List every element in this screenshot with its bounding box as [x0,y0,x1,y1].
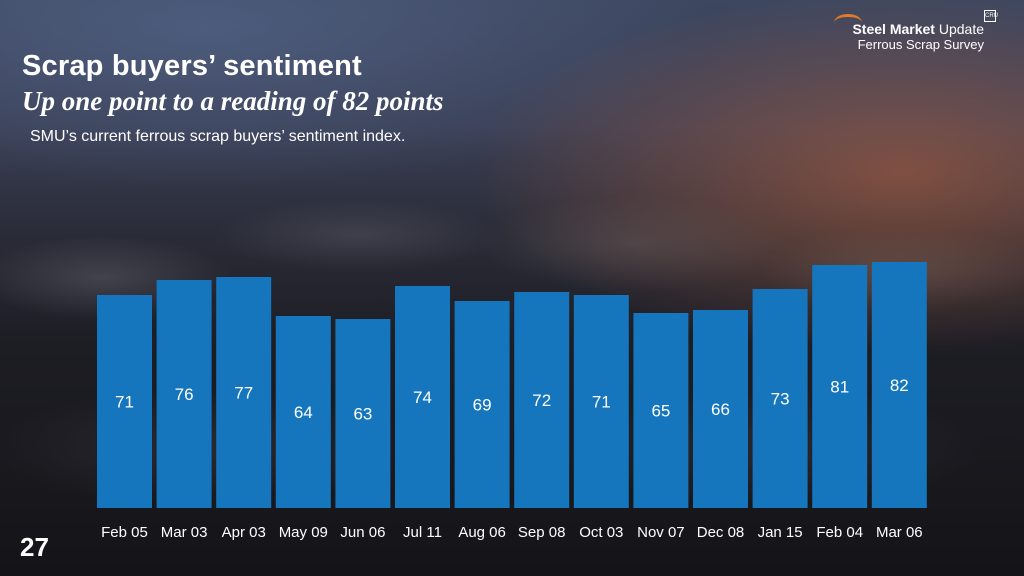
category-tick-label: Mar 06 [876,524,923,541]
bar-value-label: 69 [473,396,492,415]
logo-brand-light: Update [938,21,984,37]
bar-dec-08 [693,310,748,508]
logo-swoosh-icon [834,14,862,31]
logo-product: Ferrous Scrap Survey [857,37,984,52]
category-tick-label: Jan 15 [758,524,803,541]
bar-sep-08 [514,292,570,508]
bar-jul-11 [395,286,450,508]
slide-subtitle: Up one point to a reading of 82 points [22,86,444,116]
category-tick-label: Apr 03 [222,524,266,541]
category-tick-label: Jul 11 [403,524,442,541]
bar-value-label: 81 [830,378,849,397]
category-tick-label: Nov 07 [637,524,685,541]
category-tick-label: May 09 [279,524,328,541]
logo-brand: Steel Market Update [852,21,984,37]
bar-value-label: 66 [711,400,730,419]
bar-mar-06 [871,262,927,508]
slide-description: SMU’s current ferrous scrap buyers’ sent… [30,128,406,145]
bar-oct-03 [573,295,629,508]
bar-apr-03 [216,277,272,508]
bar-value-label: 72 [532,391,551,410]
smu-logo: Steel Market Update Ferrous Scrap Survey… [834,10,998,56]
category-tick-label: Aug 06 [458,524,506,541]
logo-brand-bold: Steel Market [852,21,935,37]
bar-jun-06 [335,319,391,508]
bar-value-label: 64 [294,403,313,422]
bar-value-label: 74 [413,388,432,407]
bar-value-label: 71 [115,393,134,412]
bar-value-label: 76 [175,385,194,404]
category-tick-label: Dec 08 [697,524,745,541]
category-tick-label: Oct 03 [579,524,623,541]
bar-jan-15 [752,289,808,508]
category-tick-label: Feb 04 [816,524,863,541]
bar-value-label: 71 [592,393,611,412]
bar-value-label: 65 [651,402,670,421]
bar-feb-05 [97,295,152,508]
bar-value-label: 63 [353,405,372,424]
bar-nov-07 [633,313,689,508]
bar-value-label: 82 [890,376,909,395]
bar-mar-03 [156,280,212,508]
category-tick-label: Sep 08 [518,524,566,541]
bar-value-label: 77 [234,384,253,403]
bar-feb-04 [812,265,868,508]
category-tick-label: Mar 03 [161,524,208,541]
bar-value-label: 73 [771,390,790,409]
bar-aug-06 [454,301,510,508]
page-number: 27 [20,532,49,562]
cru-badge-icon: CRU [984,10,998,22]
bar-may-09 [275,316,331,508]
slide-title: Scrap buyers’ sentiment [22,50,362,82]
category-tick-label: Jun 06 [340,524,385,541]
category-tick-label: Feb 05 [101,524,148,541]
